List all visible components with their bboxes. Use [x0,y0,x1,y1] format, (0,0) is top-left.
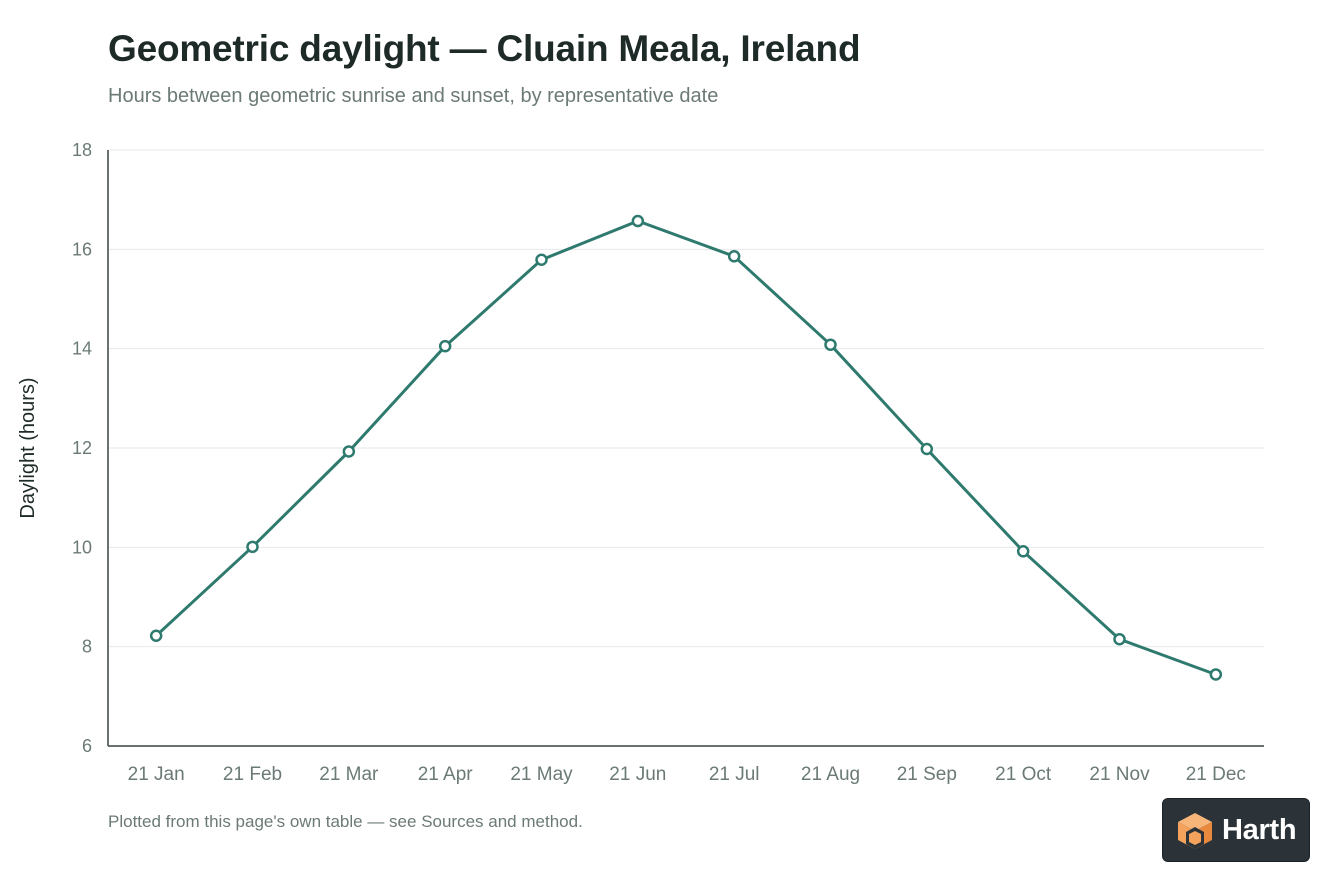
x-tick-label: 21 Aug [801,764,860,785]
chart-title: Geometric daylight — Cluain Meala, Irela… [108,28,861,69]
series-line [155,219,1217,676]
data-points [149,214,1223,681]
x-tick-label: 21 Feb [223,764,282,785]
chart-subtitle: Hours between geometric sunrise and suns… [108,85,719,107]
x-tick-label: 21 Jul [709,764,760,785]
footnote: Plotted from this page's own table — see… [108,812,583,831]
y-tick-labels: 6 8 10 12 14 16 18 [72,140,92,756]
x-tick-label: 21 Dec [1186,764,1246,785]
y-tick-label: 14 [72,339,92,359]
y-tick-label: 6 [82,736,92,756]
x-tick-label: 21 Jun [609,764,666,785]
y-tick-label: 12 [72,438,92,458]
data-point[interactable] [1209,668,1223,681]
x-tick-labels: 21 Jan 21 Feb 21 Mar 21 Apr 21 May 21 Jun 21 J… [128,764,1246,785]
y-tick-label: 8 [82,637,92,657]
data-point[interactable] [246,540,259,554]
data-point[interactable] [920,442,934,456]
data-point[interactable] [438,339,452,353]
data-point[interactable] [1016,545,1030,558]
axes [107,150,1264,747]
data-point[interactable] [1113,632,1126,646]
data-point[interactable] [631,214,645,228]
x-tick-label: 21 Jan [128,764,185,785]
data-point[interactable] [149,629,163,642]
y-tick-label: 18 [72,140,92,160]
brand-badge[interactable]: Harth [1162,798,1310,862]
y-tick-label: 16 [72,239,92,259]
x-tick-label: 21 Oct [995,764,1052,785]
data-point[interactable] [727,250,741,263]
x-tick-label: 21 Apr [418,764,474,785]
x-tick-label: 21 Mar [319,764,379,785]
x-tick-label: 21 May [510,764,573,785]
gridlines [108,149,1264,648]
data-point[interactable] [342,445,356,458]
x-tick-label: 21 Nov [1089,764,1150,785]
house-cube-icon [1178,813,1212,849]
y-tick-label: 10 [72,537,92,557]
brand-name: Harth [1222,814,1297,846]
data-point[interactable] [535,253,548,267]
x-tick-label: 21 Sep [897,764,957,785]
y-axis-title: Daylight (hours) [17,377,39,518]
data-point[interactable] [824,338,837,351]
series-daylight [155,219,1217,676]
